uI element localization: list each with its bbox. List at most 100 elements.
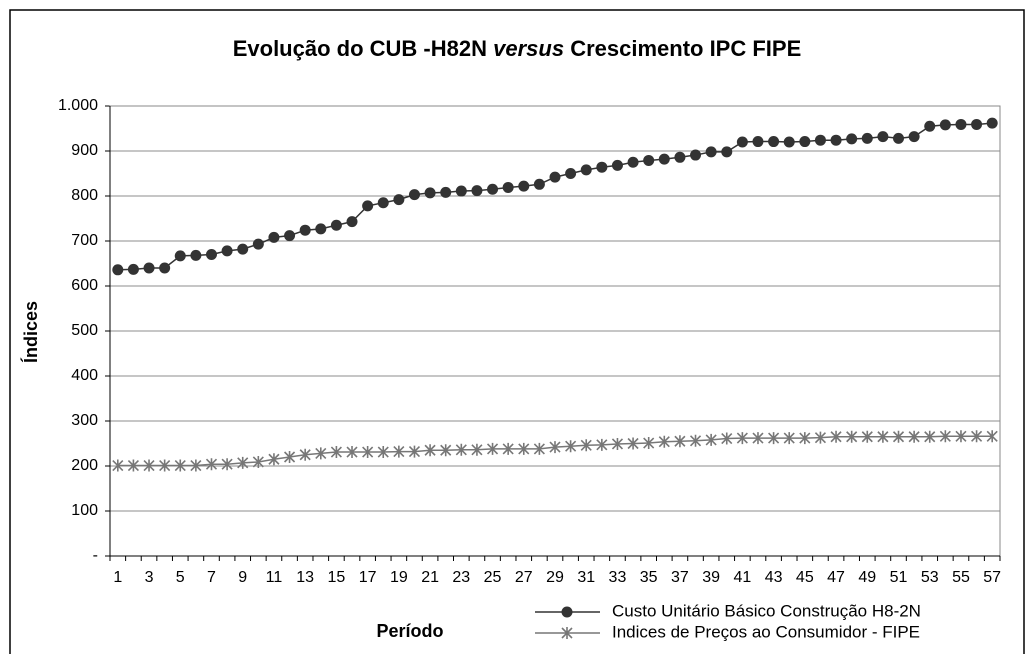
x-tick-label: 37 [671,569,689,586]
data-point [908,430,920,443]
data-point [736,136,748,148]
data-point [986,117,998,129]
x-tick-label: 17 [359,569,377,586]
data-point [955,430,967,443]
data-point [502,442,514,455]
data-point [205,249,217,260]
data-point [268,231,280,243]
data-point [440,186,452,198]
data-point [580,439,592,452]
data-point [487,183,499,195]
data-point [315,223,327,235]
data-point [112,264,124,276]
data-point [955,118,967,130]
data-point [393,445,405,458]
data-point [721,146,733,158]
data-point [768,136,780,148]
data-point [252,455,264,468]
data-point [939,119,951,131]
data-point [689,434,702,447]
x-tick-label: 43 [765,569,783,586]
x-tick-label: 29 [546,569,564,586]
y-tick-label: - [93,547,98,564]
data-point [393,194,405,206]
data-point [362,200,374,212]
x-tick-label: 51 [890,569,908,586]
data-point [924,120,936,132]
x-tick-label: 5 [176,569,185,586]
data-point [174,459,186,472]
data-point [971,118,983,130]
data-point [330,219,342,231]
data-point [346,216,358,228]
data-point [627,437,639,450]
y-tick-label: 300 [71,412,98,429]
data-point [471,443,483,456]
y-tick-label: 500 [71,322,98,339]
data-point [846,133,858,145]
legend-marker [561,606,573,618]
data-point [799,432,811,445]
data-point [284,230,296,242]
data-point [768,432,780,445]
data-point [159,262,171,274]
data-point [440,444,452,457]
data-point [299,448,311,461]
data-point [877,430,889,443]
data-point [814,431,827,444]
data-point [190,249,202,261]
data-point [408,189,420,201]
data-point [596,438,608,451]
data-point [690,149,702,161]
x-tick-label: 55 [952,569,970,586]
data-point [971,430,983,443]
data-point [611,159,623,171]
data-point [674,151,686,163]
data-point [283,451,296,463]
data-point [268,453,280,466]
data-point [736,432,748,445]
data-point [721,432,733,445]
y-tick-label: 800 [71,187,98,204]
x-tick-label: 23 [452,569,470,586]
data-point [205,458,218,471]
data-point [362,446,374,459]
data-point [939,430,951,443]
data-point [611,437,624,450]
data-point [518,442,530,455]
data-point [424,444,436,457]
y-axis-label: Índices [20,301,41,363]
data-point [252,238,264,250]
legend-marker [561,627,573,639]
data-point [783,136,795,148]
x-tick-label: 41 [733,569,751,586]
data-point [752,136,764,148]
data-point [861,132,873,144]
data-point [471,185,483,197]
data-point [143,262,155,274]
data-point [159,459,171,472]
data-point [877,131,889,143]
data-point [814,134,826,146]
data-point [643,154,655,166]
data-point [892,430,905,443]
legend-label: Indices de Preços ao Consumidor - FIPE [612,622,920,641]
data-point [455,443,467,456]
y-tick-label: 900 [71,142,98,159]
data-point [237,456,249,469]
x-tick-label: 21 [421,569,439,586]
data-point [846,430,858,443]
title-part: Evolução do CUB -H82N [233,36,487,61]
data-point [908,131,920,143]
data-point [705,433,717,446]
x-tick-label: 57 [983,569,1001,586]
title-part: versus [493,36,564,61]
data-point [580,164,592,176]
x-tick-label: 33 [609,569,627,586]
data-point [237,243,249,255]
y-tick-label: 400 [71,367,98,384]
x-tick-label: 1 [113,569,122,586]
x-tick-label: 11 [266,569,283,586]
x-tick-label: 53 [921,569,939,586]
data-point [674,435,686,448]
